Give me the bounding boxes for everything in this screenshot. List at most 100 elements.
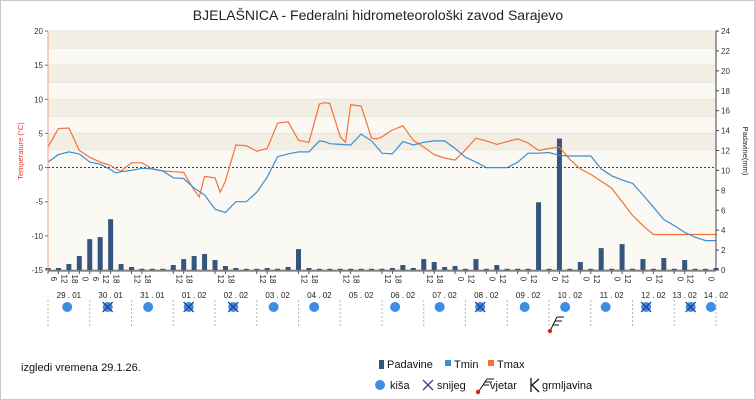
right-tick-label: 10: [721, 166, 730, 175]
precip-bar: [692, 268, 698, 270]
rain-icon: [705, 302, 716, 312]
precip-bar: [191, 256, 197, 270]
rain-icon: [434, 302, 445, 312]
rain-icon: [560, 302, 571, 312]
left-axis-title: Temperature (°C): [16, 122, 25, 180]
wind-staff: [549, 316, 558, 332]
snow-icon: [685, 301, 697, 313]
rain-icon: [62, 302, 73, 312]
date-label: 12 . 02: [641, 291, 666, 300]
left-axis: 20 15 10 5 0 -5 -10 -15: [31, 27, 49, 275]
precip-bar: [139, 268, 145, 270]
legend-snijeg-label: snijeg: [437, 380, 466, 392]
precip-bar: [494, 265, 500, 270]
hour-label: 0: [675, 277, 684, 282]
hour-label: 0: [80, 277, 89, 282]
rain-icon: [519, 302, 530, 312]
date-label: 06 . 02: [391, 291, 416, 300]
precip-bar: [588, 268, 594, 270]
precip-bar: [181, 259, 187, 270]
precip-bar: [650, 268, 656, 270]
precip-bar: [316, 268, 322, 270]
precip-bar: [442, 267, 448, 270]
legend-tmax-swatch: [488, 360, 494, 366]
date-label: 11 . 02: [600, 291, 624, 300]
right-tick-label: 18: [721, 87, 730, 96]
snow-icon: [422, 379, 434, 391]
legend-padavine-swatch: [379, 360, 384, 369]
hour-label: 18: [435, 275, 444, 284]
right-tick-label: 24: [721, 27, 730, 36]
snow-icon: [183, 301, 195, 313]
precip-bar: [473, 259, 479, 270]
precip-bar: [619, 244, 625, 270]
hour-label: 6: [49, 277, 58, 282]
date-label: 13 . 02: [672, 291, 697, 300]
hour-label: 18: [112, 275, 121, 284]
precip-bar: [66, 264, 72, 270]
precip-bar: [306, 268, 312, 270]
precip-bar: [525, 268, 531, 270]
legend-vjetar-label: vjetar: [490, 380, 517, 392]
hour-label: 12: [623, 275, 632, 284]
hour-label: 18: [393, 275, 402, 284]
hour-label: 12: [592, 275, 601, 284]
precip-bar: [337, 268, 343, 270]
right-tick-label: 12: [721, 147, 730, 156]
hour-label: 12: [216, 275, 225, 284]
rain-icon: [309, 302, 320, 312]
plot-band: [48, 31, 716, 49]
precip-bar: [421, 259, 427, 270]
right-tick-label: 22: [721, 47, 730, 56]
right-tick-label: 6: [721, 206, 726, 215]
precip-bar: [640, 259, 646, 270]
snow-icon: [227, 301, 239, 313]
chart-title: BJELAŠNICA - Federalni hidrometeorološki…: [193, 7, 564, 23]
date-label: 02 . 02: [224, 291, 249, 300]
precip-bar: [598, 248, 604, 270]
precip-bar: [55, 268, 61, 270]
date-label: 05 . 02: [349, 291, 374, 300]
precip-bar: [452, 266, 458, 270]
precip-bar: [504, 268, 510, 270]
precip-bar: [546, 268, 552, 270]
right-tick-label: 0: [721, 266, 726, 275]
snow-stroke: [183, 301, 195, 313]
precip-bar: [118, 264, 124, 270]
precip-bar: [202, 254, 208, 270]
date-label: 31 . 01: [140, 291, 165, 300]
precip-bar: [379, 268, 385, 270]
right-tick-label: 20: [721, 67, 730, 76]
thunderstorm-icon: [530, 378, 540, 393]
hour-label: 12: [498, 275, 507, 284]
snow-stroke: [102, 301, 114, 313]
date-label: 01 . 02: [182, 291, 207, 300]
left-tick-label: -15: [31, 266, 43, 275]
plot-band: [48, 133, 716, 151]
precip-bar: [275, 268, 281, 270]
precip-bar: [212, 260, 218, 270]
snow-icon: [640, 301, 652, 313]
hour-label: 12: [101, 275, 110, 284]
hour-label: 12: [174, 275, 183, 284]
precip-bar: [671, 268, 677, 270]
precip-bar: [400, 265, 406, 270]
precip-bar: [170, 265, 176, 270]
hour-label: 6: [91, 277, 100, 282]
hour-label: 18: [310, 275, 319, 284]
date-label: 10 . 02: [558, 291, 583, 300]
hour-label: 0: [707, 277, 716, 282]
legend-padavine-label: Padavine: [387, 359, 433, 371]
precip-bar: [348, 268, 354, 270]
snow-icon: [474, 301, 486, 313]
rain-icon: [268, 302, 279, 312]
precip-bar: [389, 268, 395, 270]
left-tick-label: 5: [39, 129, 44, 138]
hour-label: 12: [467, 275, 476, 284]
precip-bar: [254, 268, 260, 270]
legend: Padavine Tmin Tmax kiša snijeg vjetar: [375, 359, 593, 395]
hour-label: 0: [487, 277, 496, 282]
precip-bar: [327, 268, 333, 270]
